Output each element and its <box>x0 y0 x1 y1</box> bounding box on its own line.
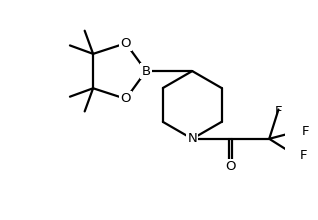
Text: B: B <box>142 64 151 78</box>
Text: O: O <box>121 92 131 105</box>
Text: F: F <box>301 125 309 138</box>
Text: N: N <box>187 132 197 145</box>
Text: O: O <box>121 37 131 50</box>
Text: F: F <box>275 105 282 118</box>
Text: F: F <box>299 149 307 162</box>
Text: O: O <box>225 160 236 173</box>
